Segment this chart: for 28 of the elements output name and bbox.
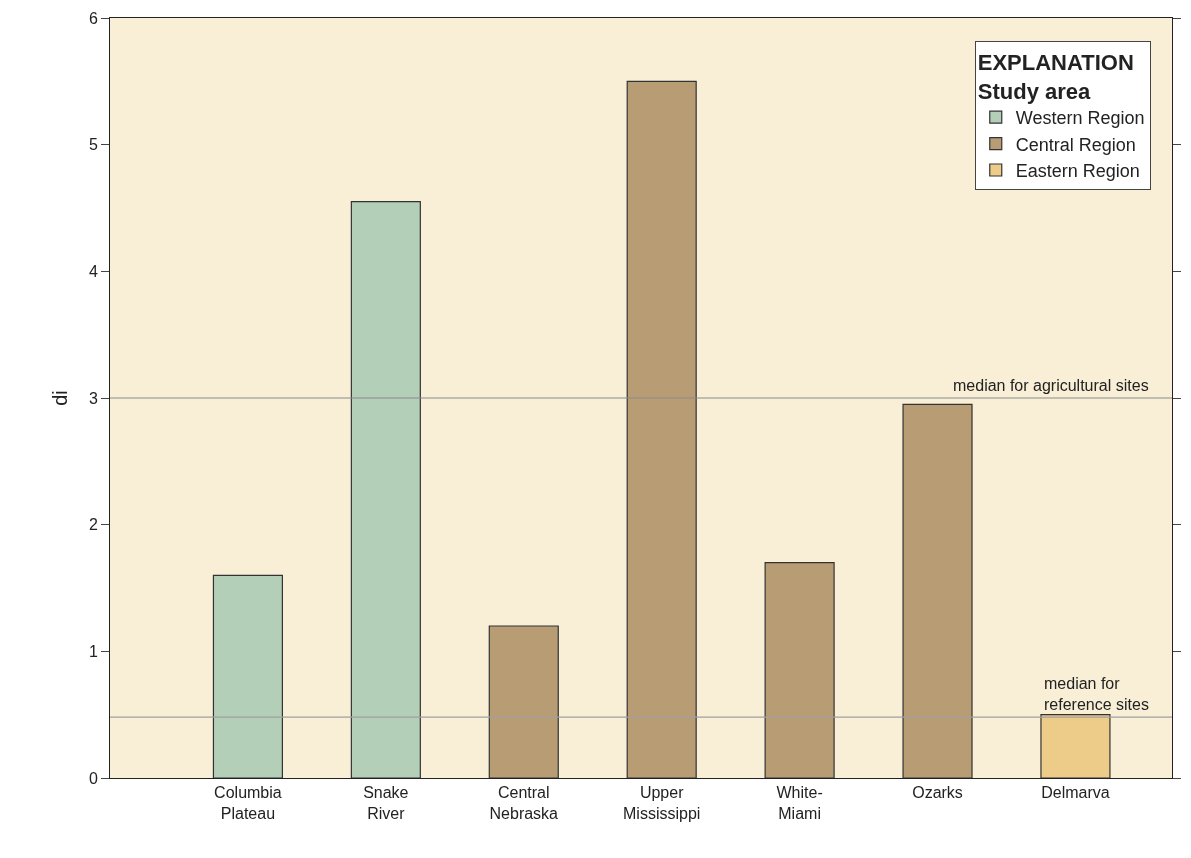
x-tick-label: Columbia Plateau — [214, 784, 282, 822]
bar — [212, 574, 283, 778]
legend-label: Eastern Region — [1015, 161, 1140, 182]
x-tick-label: Snake River — [363, 784, 409, 822]
y-tick-label: 3 — [88, 389, 98, 407]
bar — [350, 201, 421, 778]
bar — [1040, 714, 1111, 778]
x-tick-label: Delmarva — [1041, 784, 1110, 802]
y-tick-label: 6 — [88, 9, 98, 27]
y-tick-label: 5 — [88, 136, 98, 154]
legend-label: Western Region — [1015, 108, 1145, 129]
x-tick-label: White- Miami — [776, 784, 823, 822]
y-tick-label: 0 — [88, 769, 98, 787]
ref-line-label: median for agricultural sites — [953, 377, 1149, 394]
bar — [626, 80, 697, 778]
bar — [488, 625, 559, 778]
bar — [902, 403, 973, 778]
bar — [764, 562, 835, 778]
legend-title: EXPLANATION Study area — [977, 50, 1134, 104]
x-tick-label: Upper Mississippi — [623, 784, 701, 822]
y-tick-label: 4 — [88, 262, 98, 280]
y-axis-title: di — [49, 390, 72, 406]
legend-label: Central Region — [1015, 134, 1136, 155]
x-tick-label: Central Nebraska — [489, 784, 559, 822]
y-tick-label: 1 — [88, 642, 98, 660]
x-tick-label: Ozarks — [912, 784, 963, 802]
y-tick-label: 2 — [88, 516, 98, 534]
ref-line-label: median for reference sites — [1044, 675, 1149, 713]
